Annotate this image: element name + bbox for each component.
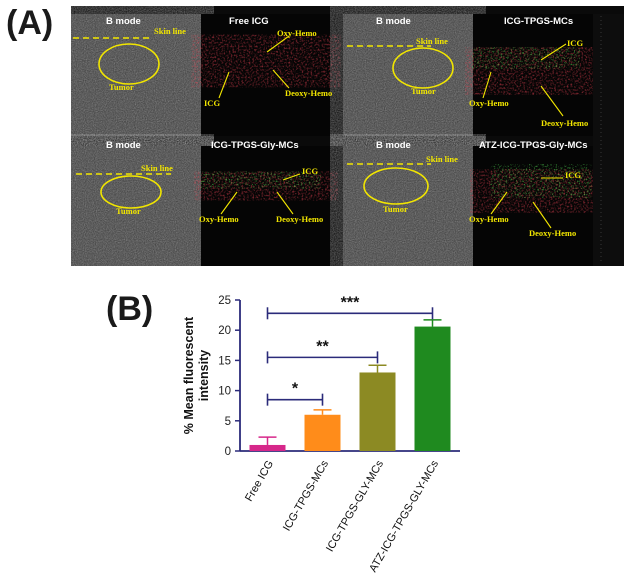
bar-1 bbox=[304, 414, 341, 451]
imaging-figure bbox=[71, 14, 624, 266]
label-oxy-hemo: Oxy-Hemo bbox=[199, 214, 239, 224]
bar-3 bbox=[414, 326, 451, 451]
label-icg: ICG bbox=[565, 170, 582, 180]
label-skin-line: Skin line bbox=[416, 36, 448, 46]
panel-b-label: (B) bbox=[106, 290, 154, 328]
bar-0 bbox=[249, 444, 286, 451]
label-skin-line: Skin line bbox=[141, 163, 173, 173]
tile-title-2: Free ICG bbox=[229, 16, 269, 27]
tile-bmode-1 bbox=[71, 14, 201, 136]
label-oxy-hemo: Oxy-Hemo bbox=[277, 28, 317, 38]
significance-label: * bbox=[292, 381, 299, 398]
label-skin-line: Skin line bbox=[426, 154, 458, 164]
label-oxy-hemo: Oxy-Hemo bbox=[469, 98, 509, 108]
tile-icg-tpgs-gly-mcs bbox=[201, 146, 343, 266]
tile-free-icg bbox=[201, 14, 343, 136]
tile-bmode-2 bbox=[343, 14, 473, 136]
label-deoxy-hemo: Deoxy-Hemo bbox=[529, 228, 577, 238]
significance-label: ** bbox=[316, 338, 329, 355]
label-tumor: Tumor bbox=[383, 204, 408, 214]
label-icg: ICG bbox=[302, 166, 319, 176]
label-deoxy-hemo: Deoxy-Hemo bbox=[285, 88, 333, 98]
tile-title-6: ICG-TPGS-Gly-MCs bbox=[211, 140, 299, 151]
bar-2 bbox=[359, 372, 396, 451]
tile-title-1: B mode bbox=[106, 16, 141, 27]
tile-bmode-3 bbox=[71, 146, 201, 266]
bar-chart-svg: 0 5 10 15 20 25 % Mean fluorescentintensity Fre… bbox=[182, 294, 460, 574]
tile-atz-icg-tpgs-gly-mcs bbox=[473, 146, 593, 266]
panel-a-label: (A) bbox=[6, 4, 54, 42]
label-deoxy-hemo: Deoxy-Hemo bbox=[541, 118, 589, 128]
bar-chart: 0 5 10 15 20 25 % Mean fluorescentintensity Fre… bbox=[0, 280, 636, 578]
label-icg: ICG bbox=[567, 38, 584, 48]
label-tumor: Tumor bbox=[116, 206, 141, 216]
x-tick-label: Free ICG bbox=[243, 459, 276, 504]
y-tick-label: 15 bbox=[218, 355, 231, 367]
label-tumor: Tumor bbox=[411, 86, 436, 96]
y-axis-label: % Mean fluorescentintensity bbox=[182, 316, 211, 434]
depth-scale-strip bbox=[593, 14, 624, 266]
label-tumor: Tumor bbox=[109, 82, 134, 92]
y-tick-label: 25 bbox=[218, 295, 231, 307]
x-tick-label: ICG-TPGS-GLY-MCs bbox=[324, 458, 386, 554]
y-tick-label: 5 bbox=[225, 416, 231, 428]
y-tick-label: 10 bbox=[218, 386, 231, 398]
tile-icg-tpgs-mcs bbox=[473, 14, 593, 136]
tile-title-3: B mode bbox=[376, 16, 411, 27]
tile-title-7: B mode bbox=[376, 140, 411, 151]
label-oxy-hemo: Oxy-Hemo bbox=[469, 214, 509, 224]
x-tick-label: ICG-TPGS-MCs bbox=[281, 458, 331, 533]
tile-bmode-4 bbox=[343, 146, 473, 266]
label-skin-line: Skin line bbox=[154, 26, 186, 36]
tile-title-4: ICG-TPGS-MCs bbox=[504, 16, 574, 27]
label-icg: ICG bbox=[204, 98, 221, 108]
annotation-arrows bbox=[218, 35, 567, 229]
label-deoxy-hemo: Deoxy-Hemo bbox=[276, 214, 324, 224]
tile-title-5: B mode bbox=[106, 140, 141, 151]
significance-label: *** bbox=[341, 294, 360, 311]
y-tick-label: 20 bbox=[218, 325, 231, 337]
photoacoustic-image-panel: B mode Free ICG B mode ICG-TPGS-MCs B mo… bbox=[71, 6, 624, 266]
tile-title-8: ATZ-ICG-TPGS-Gly-MCs bbox=[479, 140, 588, 151]
y-tick-label: 0 bbox=[225, 446, 231, 458]
